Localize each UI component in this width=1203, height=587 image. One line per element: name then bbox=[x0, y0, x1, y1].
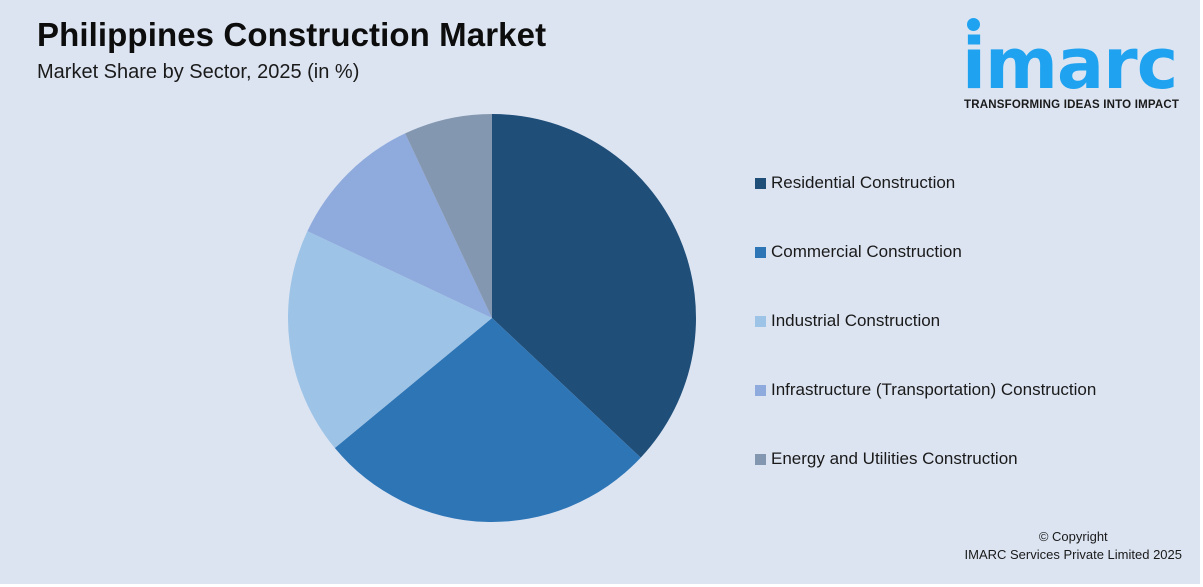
legend-label: Infrastructure (Transportation) Construc… bbox=[771, 380, 1097, 399]
company-line: IMARC Services Private Limited 2025 bbox=[964, 547, 1182, 562]
legend-swatch-icon bbox=[755, 246, 766, 258]
legend-item: Infrastructure (Transportation) Construc… bbox=[755, 380, 1096, 400]
logo-dot-icon bbox=[967, 18, 980, 31]
legend-swatch-icon bbox=[755, 384, 766, 396]
chart-subtitle: Market Share by Sector, 2025 (in %) bbox=[37, 61, 360, 83]
legend-label: Energy and Utilities Construction bbox=[771, 449, 1018, 468]
copyright-notice: © Copyright IMARC Services Private Limit… bbox=[965, 528, 1182, 564]
copyright-line: © Copyright bbox=[1038, 529, 1108, 544]
legend-item: Commercial Construction bbox=[755, 242, 962, 262]
legend-item: Residential Construction bbox=[755, 173, 955, 193]
pie-slice-infrastructure-transportation-construction bbox=[307, 133, 492, 318]
legend-item: Energy and Utilities Construction bbox=[755, 449, 1018, 469]
legend-label: Industrial Construction bbox=[771, 311, 941, 330]
imarc-logo: imarc TRANSFORMING IDEAS INTO IMPACT bbox=[962, 14, 1192, 114]
chart-title: Philippines Construction Market bbox=[37, 16, 547, 53]
legend-label: Residential Construction bbox=[771, 173, 956, 192]
pie-slice-commercial-construction bbox=[334, 318, 641, 522]
pie-slice-residential-construction bbox=[492, 114, 696, 458]
pie-slice-energy-and-utilities-construction bbox=[405, 114, 492, 318]
legend-label: Commercial Construction bbox=[771, 242, 962, 261]
legend-swatch-icon bbox=[755, 453, 766, 465]
logo-tagline: TRANSFORMING IDEAS INTO IMPACT bbox=[964, 99, 1180, 111]
legend-item: Industrial Construction bbox=[755, 311, 940, 331]
pie-slice-industrial-construction bbox=[288, 231, 492, 449]
legend-swatch-icon bbox=[755, 315, 766, 327]
legend-swatch-icon bbox=[755, 177, 766, 189]
logo-wordmark: imarc bbox=[962, 23, 1178, 105]
